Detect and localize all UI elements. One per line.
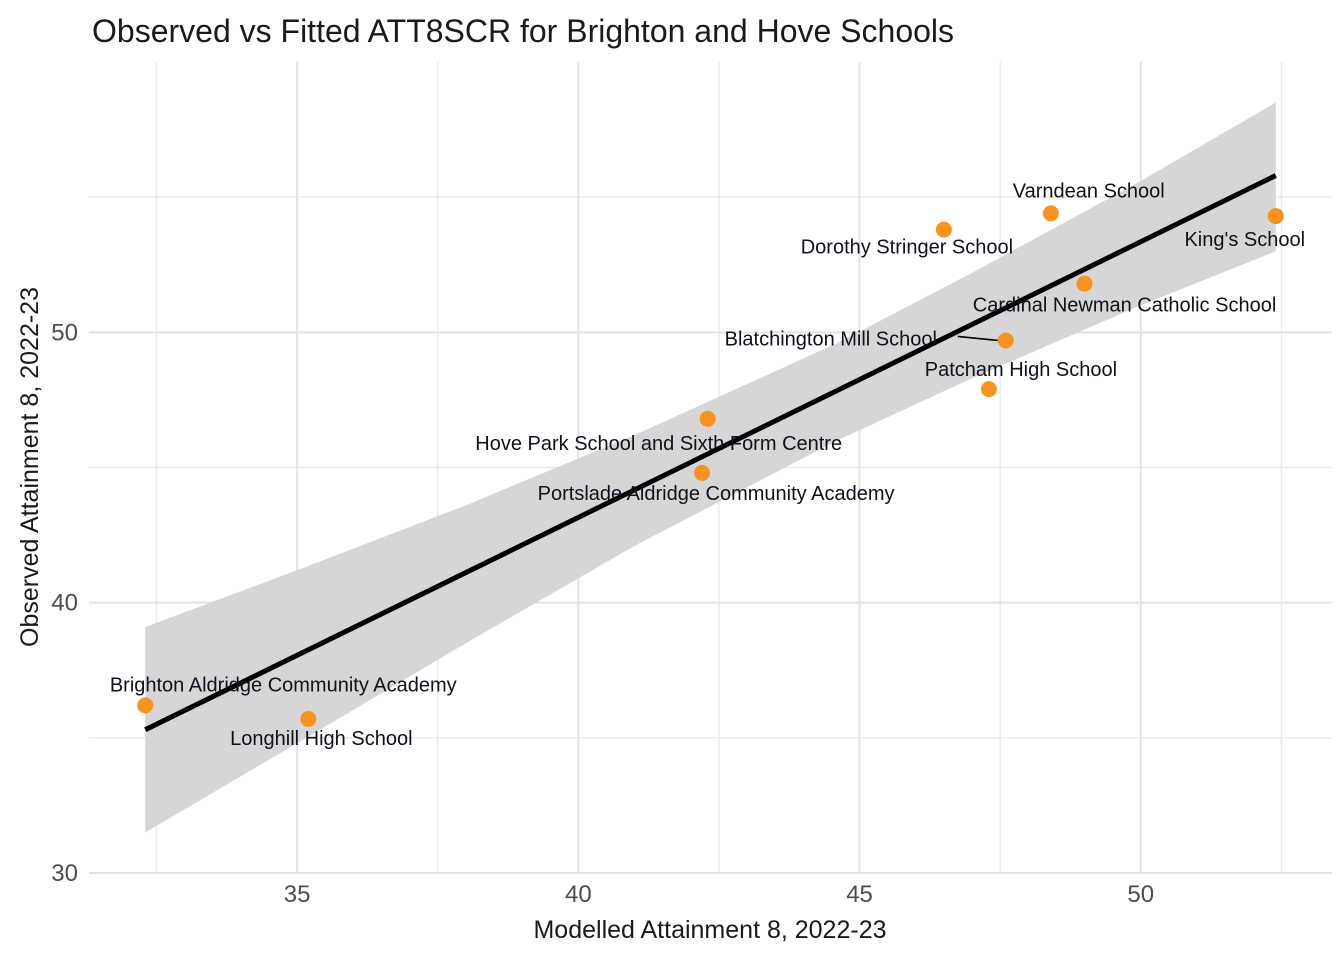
point-label-blatchington-mill-school: Blatchington Mill School (725, 328, 937, 350)
point-labels-layer: Brighton Aldridge Community Academy Longh… (110, 180, 1305, 750)
data-points-layer (137, 205, 1284, 727)
label-leader-line (957, 335, 998, 342)
y-tick-label-50: 50 (51, 319, 78, 346)
point-label-brighton-aldridge-community-academy: Brighton Aldridge Community Academy (110, 674, 457, 696)
data-point-king-s-school (1267, 208, 1284, 225)
point-label-king-s-school: King's School (1184, 229, 1305, 251)
data-point-varndean-school (1042, 205, 1059, 222)
point-label-patcham-high-school: Patcham High School (925, 359, 1117, 381)
point-label-portslade-aldridge-community-academy: Portslade Aldridge Community Academy (538, 483, 895, 505)
x-tick-label-35: 35 (284, 881, 311, 908)
y-tick-label-30: 30 (51, 860, 78, 887)
axis-ticks-layer: 35 40 45 50 30 40 50 (51, 319, 1154, 908)
data-point-patcham-high-school (980, 381, 997, 398)
data-point-longhill-high-school (300, 710, 317, 727)
x-axis-title: Modelled Attainment 8, 2022-23 (533, 916, 886, 944)
data-point-blatchington-mill-school (997, 332, 1014, 349)
x-tick-label-50: 50 (1127, 881, 1154, 908)
data-point-dorothy-stringer-school (935, 221, 952, 238)
point-label-dorothy-stringer-school: Dorothy Stringer School (801, 237, 1013, 259)
y-axis-title: Observed Attainment 8, 2022-23 (16, 287, 44, 647)
point-label-varndean-school: Varndean School (1013, 180, 1165, 202)
data-point-hove-park-school-and-sixth-form-centre (699, 410, 716, 427)
regression-line-layer (144, 173, 1277, 732)
chart-title: Observed vs Fitted ATT8SCR for Brighton … (92, 13, 954, 49)
data-point-cardinal-newman-catholic-school (1076, 275, 1093, 292)
data-point-brighton-aldridge-community-academy (137, 697, 154, 714)
x-tick-label-45: 45 (846, 881, 873, 908)
point-label-longhill-high-school: Longhill High School (230, 728, 412, 750)
x-tick-label-40: 40 (565, 881, 592, 908)
point-label-cardinal-newman-catholic-school: Cardinal Newman Catholic School (973, 295, 1276, 317)
point-label-hove-park-school-and-sixth-form-centre: Hove Park School and Sixth Form Centre (475, 433, 842, 455)
confidence-band (145, 102, 1276, 833)
regression-line (144, 173, 1277, 732)
confidence-band-layer (145, 102, 1276, 833)
data-point-portslade-aldridge-community-academy (694, 464, 711, 481)
y-tick-label-40: 40 (51, 590, 78, 617)
